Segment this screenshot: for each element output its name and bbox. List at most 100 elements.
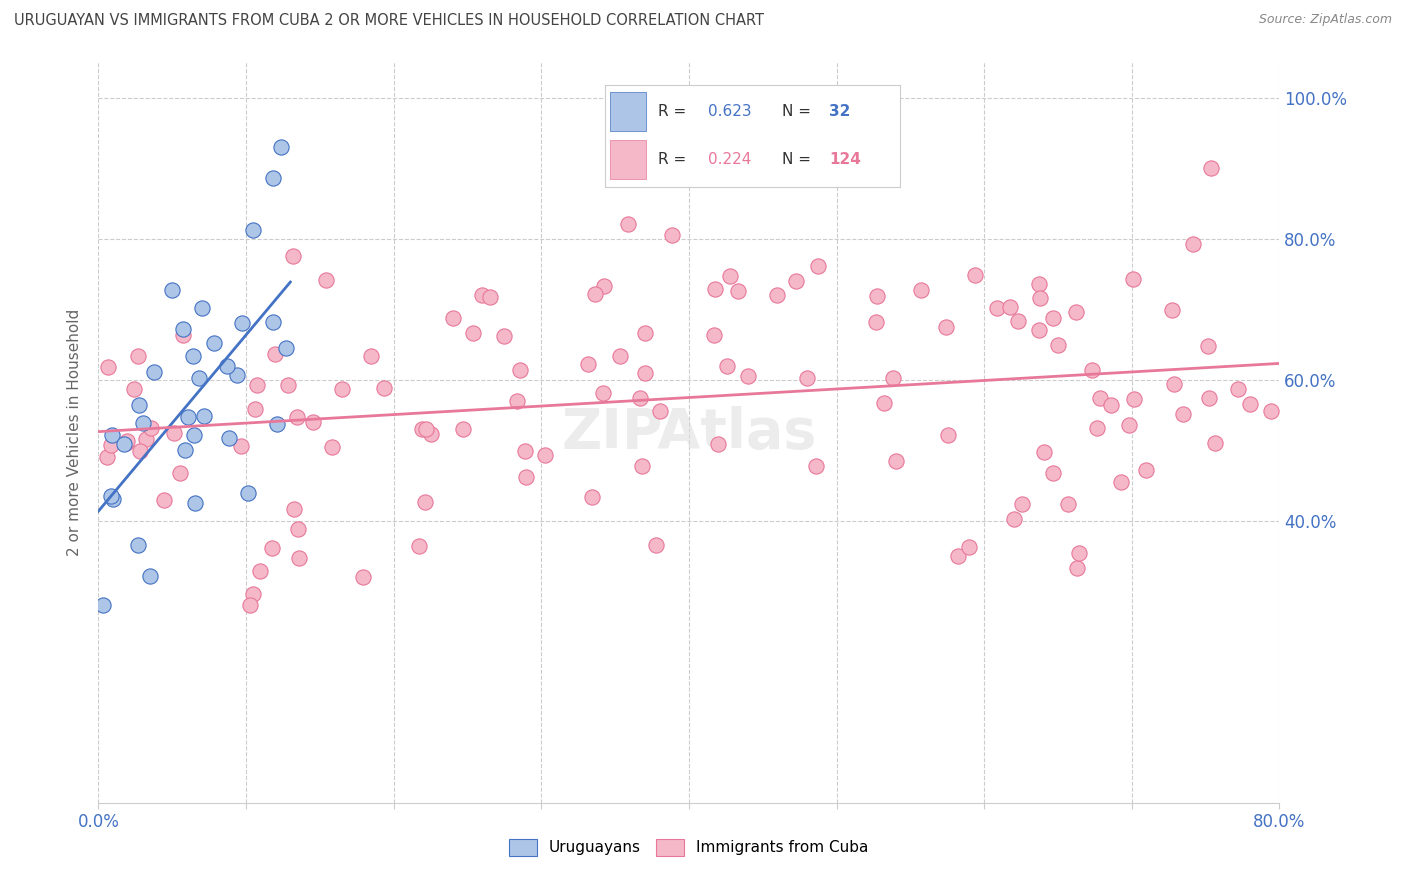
Point <box>948 549 970 564</box>
Point <box>1181 237 1204 252</box>
Point <box>1085 421 1108 435</box>
Point <box>581 490 603 504</box>
Point <box>281 248 304 262</box>
Point <box>704 282 727 296</box>
Point <box>737 369 759 384</box>
Point <box>513 444 536 458</box>
Point <box>191 301 214 315</box>
Point <box>707 437 730 451</box>
Point <box>631 458 654 473</box>
Text: 0.623: 0.623 <box>709 103 752 119</box>
Point <box>766 287 789 301</box>
Point <box>1028 323 1050 337</box>
Text: 32: 32 <box>830 103 851 119</box>
Point <box>187 370 209 384</box>
Point <box>413 495 436 509</box>
Point <box>1163 377 1185 392</box>
Text: N =: N = <box>782 103 815 119</box>
Text: Source: ZipAtlas.com: Source: ZipAtlas.com <box>1258 13 1392 27</box>
Point <box>262 541 284 556</box>
Point <box>153 493 176 508</box>
Point <box>172 321 194 335</box>
Point <box>882 371 904 385</box>
Point <box>301 415 323 429</box>
Point <box>114 436 136 450</box>
Point <box>274 341 297 355</box>
Point <box>97 360 120 375</box>
Point <box>135 432 157 446</box>
Point <box>262 315 284 329</box>
Point <box>884 454 907 468</box>
Point <box>1057 496 1080 510</box>
Point <box>703 328 725 343</box>
Point <box>112 436 135 450</box>
Point <box>100 438 122 452</box>
Point <box>478 291 501 305</box>
Point <box>1227 382 1250 396</box>
Point <box>128 398 150 412</box>
Point <box>785 274 807 288</box>
Point <box>193 409 215 423</box>
Point <box>101 428 124 442</box>
Point <box>461 326 484 340</box>
Point <box>592 385 614 400</box>
Point <box>1204 435 1226 450</box>
Point <box>415 422 437 436</box>
Text: URUGUAYAN VS IMMIGRANTS FROM CUBA 2 OR MORE VEHICLES IN HOUSEHOLD CORRELATION CH: URUGUAYAN VS IMMIGRANTS FROM CUBA 2 OR M… <box>14 13 763 29</box>
Point <box>806 458 828 473</box>
Point <box>1042 310 1064 325</box>
Point <box>578 357 600 371</box>
Point <box>270 140 292 154</box>
Point <box>277 378 299 392</box>
Point <box>96 450 118 464</box>
Point <box>262 171 284 186</box>
Text: R =: R = <box>658 153 690 167</box>
Point <box>1122 271 1144 285</box>
Point <box>451 422 474 436</box>
Point <box>471 287 494 301</box>
Point <box>141 420 163 434</box>
Point <box>373 381 395 395</box>
FancyBboxPatch shape <box>610 92 645 131</box>
Point <box>873 396 896 410</box>
Point <box>1198 391 1220 405</box>
Point <box>129 444 152 458</box>
Point <box>441 310 464 325</box>
Point <box>609 349 631 363</box>
Point <box>1260 403 1282 417</box>
Legend: Uruguayans, Immigrants from Cuba: Uruguayans, Immigrants from Cuba <box>503 833 875 862</box>
Point <box>634 326 657 340</box>
Point <box>174 443 197 458</box>
Point <box>727 284 749 298</box>
Point <box>226 368 249 382</box>
Point <box>494 329 516 343</box>
Point <box>1173 407 1195 421</box>
Point <box>1028 277 1050 291</box>
Point <box>934 320 956 334</box>
Point <box>509 363 531 377</box>
Point <box>1011 497 1033 511</box>
Point <box>1081 363 1104 377</box>
Point <box>957 541 980 555</box>
Point <box>330 382 353 396</box>
Point <box>236 486 259 500</box>
Point <box>661 227 683 242</box>
Point <box>1135 463 1157 477</box>
Point <box>181 349 204 363</box>
Point <box>242 587 264 601</box>
Point <box>910 283 932 297</box>
Text: ZIPAtlas: ZIPAtlas <box>561 406 817 459</box>
Point <box>215 359 238 373</box>
Point <box>352 570 374 584</box>
Point <box>169 467 191 481</box>
Point <box>1002 512 1025 526</box>
Point <box>231 316 253 330</box>
Point <box>998 300 1021 314</box>
Point <box>583 287 606 301</box>
Point <box>1197 339 1219 353</box>
Point <box>287 550 309 565</box>
Point <box>1118 418 1140 433</box>
Point <box>242 222 264 236</box>
Point <box>1090 391 1112 405</box>
Point <box>101 491 124 506</box>
